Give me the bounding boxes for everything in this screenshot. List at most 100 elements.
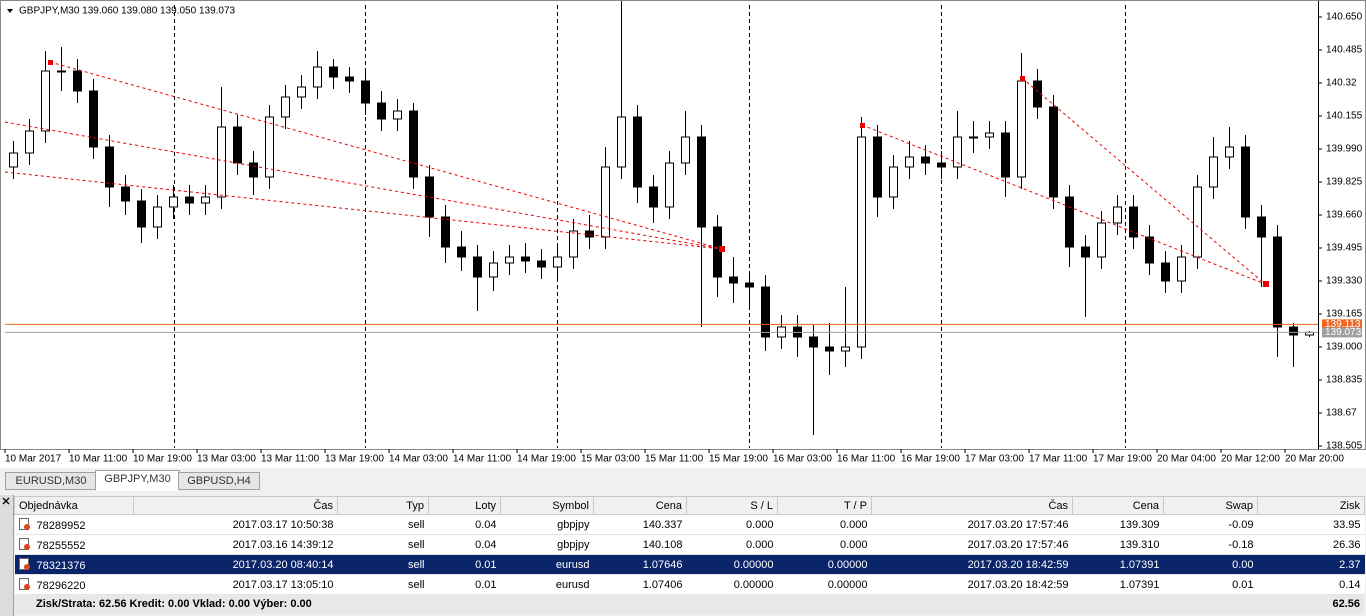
candle-body [985,132,994,138]
candle-body [1049,106,1058,198]
candle-body [57,70,66,73]
candle-body [617,116,626,168]
cell: 0.00000 [686,554,778,575]
candle-body [1193,186,1202,258]
candle-body [249,162,258,178]
y-tick-label: 139.990 [1326,144,1363,155]
column-header[interactable]: Cena [593,496,687,515]
cell: 2017.03.20 17:57:46 [871,514,1073,535]
cell: 2017.03.20 18:42:59 [871,554,1073,575]
side-panel [0,495,14,616]
column-header[interactable]: Čas [871,496,1073,515]
cell: 78255552 [14,534,134,555]
candle-body [1097,222,1106,258]
candle-body [809,336,818,348]
candles [9,0,1314,435]
column-header[interactable]: Objednávka [14,496,134,515]
tab[interactable]: GBPJPY,M30 [95,470,180,491]
tabs: EURUSD,M30 GBPJPY,M30 GBPUSD,H4 [0,470,1366,491]
cell: 2017.03.17 10:50:38 [133,514,338,535]
column-header[interactable]: Cena [1072,496,1164,515]
candle-body [361,80,370,104]
candle-body [89,90,98,148]
candle-body [873,136,882,198]
candle-body [1001,132,1010,178]
column-header[interactable]: Loty [428,496,501,515]
y-tick-label: 139.330 [1326,276,1363,287]
candle-body [441,216,450,248]
trade-line [4,171,723,250]
order-row[interactable]: 78255552 2017.03.16 14:39:12 sell 0.04 gbpjp… [14,534,1365,555]
cell: 2017.03.17 13:05:10 [133,574,338,595]
cell: 1.07406 [593,574,687,595]
candle-body [521,256,530,262]
candle-body [105,146,114,188]
candle-body [25,130,34,154]
y-tick-label: 138.835 [1326,375,1363,386]
chart-title: GBPJPY,M30 139.060 139.080 139.050 139.0… [19,6,236,17]
cell: 2017.03.20 17:57:46 [871,534,1073,555]
candle-body [1241,146,1250,218]
order-row[interactable]: 78289952 2017.03.17 10:50:38 sell 0.04 gbpjp… [14,514,1365,535]
chart-bg [0,0,1366,468]
candle-body [505,256,514,264]
cell-text: 78255552 [36,539,86,552]
column-header[interactable]: Zisk [1257,496,1365,515]
column-header[interactable]: Typ [337,496,429,515]
trade-lines [4,61,1266,285]
y-tick-label: 139.000 [1326,342,1363,353]
candle-body [265,116,274,178]
cell: 0.04 [428,514,501,535]
candle-body [1065,196,1074,248]
table-body: 78289952 2017.03.17 10:50:38 sell 0.04 gbpjp… [14,514,1365,595]
cell: -0.09 [1163,514,1258,535]
candle-body [185,196,194,204]
tab[interactable]: EURUSD,M30 [5,472,97,490]
order-row[interactable]: 78321376 2017.03.20 08:40:14 sell 0.01 eurus… [14,554,1365,575]
column-header[interactable]: S / L [686,496,778,515]
cell: eurusd [500,554,594,575]
x-tick-label: 10 Mar 19:00 [133,454,192,465]
close-icon[interactable] [2,497,10,505]
y-tick-label: 138.67 [1326,408,1357,419]
x-tick-label: 14 Mar 19:00 [517,454,576,465]
y-tick-label: 138.505 [1326,441,1363,452]
candle-body [41,70,50,132]
candle-body [665,162,674,208]
candle-body [233,126,242,164]
candle-body [1273,236,1282,328]
cell-text: 78321376 [36,559,86,572]
footer-summary: Zisk/Strata: 62.56 Kredit: 0.00 Vklad: 0… [36,598,312,610]
marker [719,246,725,252]
cell: 1.07646 [593,554,687,575]
candle-body [569,230,578,258]
candle-body [393,110,402,120]
footer: Zisk/Strata: 62.56 Kredit: 0.00 Vklad: 0… [14,595,1364,614]
candle-body [1209,156,1218,188]
side-icons [2,497,10,505]
column-header[interactable]: Swap [1163,496,1258,515]
x-tick-label: 16 Mar 11:00 [837,454,896,465]
menu-arrow[interactable] [7,9,13,13]
cell: 33.95 [1257,514,1365,535]
order-icon [18,517,30,530]
column-header[interactable]: Symbol [500,496,594,515]
candle-body [537,260,546,268]
candle-body [137,200,146,228]
tab[interactable]: GBPUSD,H4 [178,472,260,490]
candle-body [1177,256,1186,282]
cell: 2.37 [1257,554,1365,575]
column-header[interactable]: Čas [133,496,338,515]
candle-body [201,196,210,204]
y-tick-label: 140.32 [1326,78,1357,89]
candle-body [1161,262,1170,282]
candle-body [217,126,226,198]
x-tick-label: 20 Mar 04:00 [1157,454,1216,465]
order-row[interactable]: 78296220 2017.03.17 13:05:10 sell 0.01 eurus… [14,574,1365,595]
x-tick-label: 20 Mar 12:00 [1221,454,1280,465]
trade-line [1021,77,1266,285]
y-tick-label: 140.650 [1326,12,1363,23]
column-header[interactable]: T / P [777,496,872,515]
y-tick-label: 139.495 [1326,243,1363,254]
